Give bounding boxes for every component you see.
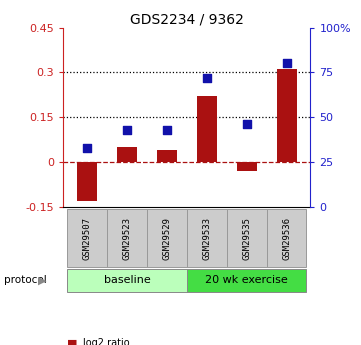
Text: GSM29533: GSM29533	[202, 217, 211, 259]
Text: baseline: baseline	[104, 275, 151, 285]
Text: 20 wk exercise: 20 wk exercise	[205, 275, 288, 285]
Text: GSM29535: GSM29535	[242, 217, 251, 259]
Text: log2 ratio: log2 ratio	[83, 338, 130, 345]
Point	[124, 127, 130, 132]
FancyBboxPatch shape	[67, 269, 187, 292]
Text: GSM29536: GSM29536	[282, 217, 291, 259]
Bar	[277, 69, 296, 162]
Point	[244, 122, 249, 127]
Text: GSM29523: GSM29523	[122, 217, 131, 259]
Title: GDS2234 / 9362: GDS2234 / 9362	[130, 12, 244, 27]
Bar	[237, 162, 257, 171]
Text: GSM29507: GSM29507	[83, 217, 92, 259]
Point	[204, 75, 210, 81]
FancyBboxPatch shape	[187, 209, 227, 267]
FancyBboxPatch shape	[67, 209, 107, 267]
Point	[84, 145, 90, 150]
Bar	[157, 150, 177, 162]
FancyBboxPatch shape	[266, 209, 306, 267]
Bar	[77, 162, 97, 201]
Bar	[117, 147, 137, 162]
FancyBboxPatch shape	[107, 209, 147, 267]
Point	[284, 61, 290, 66]
Text: ▶: ▶	[38, 275, 47, 285]
Text: GSM29529: GSM29529	[162, 217, 171, 259]
Point	[164, 127, 170, 132]
FancyBboxPatch shape	[147, 209, 187, 267]
FancyBboxPatch shape	[227, 209, 266, 267]
FancyBboxPatch shape	[187, 269, 306, 292]
Text: ■: ■	[67, 338, 77, 345]
Text: protocol: protocol	[4, 275, 46, 285]
Bar	[197, 96, 217, 162]
